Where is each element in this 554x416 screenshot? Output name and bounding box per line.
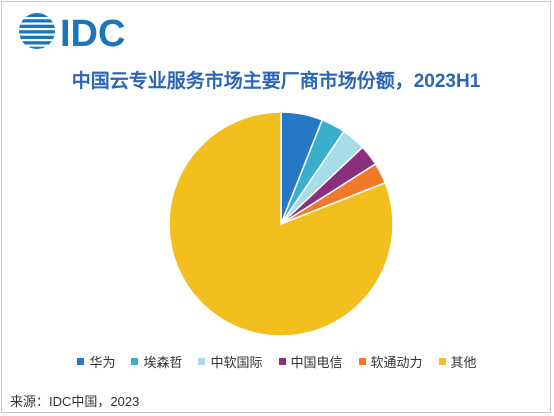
legend-label: 中软国际 xyxy=(210,355,263,370)
pie-slice-6 xyxy=(168,111,394,337)
legend-swatch xyxy=(77,358,85,365)
legend-swatch xyxy=(198,358,206,365)
chart-legend: 华为 埃森哲 中软国际 中国电信 软通动力 其他 xyxy=(0,352,554,371)
legend-item: 中软国际 xyxy=(198,352,263,371)
legend-swatch xyxy=(278,358,286,365)
source-note: 来源：IDC中国，2023 xyxy=(10,394,140,409)
idc-logo: IDC xyxy=(19,13,125,52)
chart-title: 中国云专业服务市场主要厂商市场份额，2023H1 xyxy=(71,71,481,92)
legend-label: 埃森哲 xyxy=(143,355,183,370)
legend-label: 软通动力 xyxy=(370,355,423,370)
legend-item: 埃森哲 xyxy=(131,352,182,371)
logo-text: IDC xyxy=(60,13,125,52)
legend-item: 华为 xyxy=(77,352,115,371)
globe-icon xyxy=(19,13,55,49)
legend-label: 中国电信 xyxy=(290,355,343,370)
legend-swatch xyxy=(131,358,139,365)
legend-item: 中国电信 xyxy=(278,352,343,371)
legend-item: 其他 xyxy=(438,352,477,371)
legend-swatch xyxy=(358,358,366,365)
legend-label: 其他 xyxy=(450,355,477,370)
legend-label: 华为 xyxy=(89,355,116,370)
legend-swatch xyxy=(438,358,446,365)
legend-item: 软通动力 xyxy=(358,352,423,371)
